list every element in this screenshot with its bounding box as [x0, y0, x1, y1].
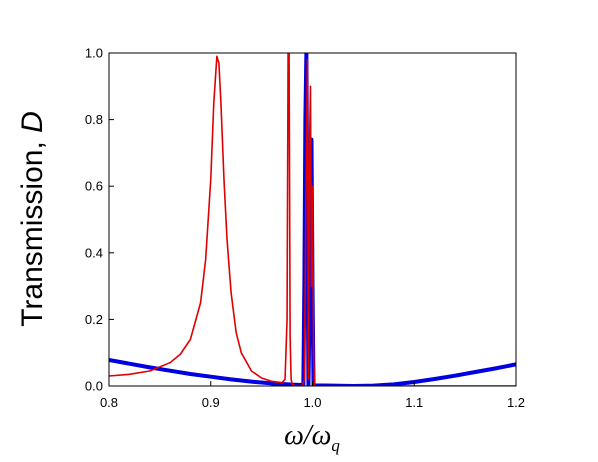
y-tick-label: 0.6: [85, 179, 103, 194]
series-layer: [109, 53, 516, 386]
series-line-1: [109, 53, 516, 386]
x-axis-label: ω/ωq: [284, 420, 340, 455]
y-tick-label: 0.8: [85, 112, 103, 127]
y-axis-label: Transmission, D: [16, 111, 49, 327]
y-tick-label: 0.0: [85, 379, 103, 394]
y-axis-ticks: 0.0 0.2 0.4 0.6 0.8 1.0: [85, 46, 114, 394]
series-line-2: [109, 53, 516, 386]
x-tick-label: 1.1: [405, 395, 423, 410]
y-tick-label: 0.4: [85, 245, 103, 260]
x-tick-label: 0.9: [202, 395, 220, 410]
x-axis-ticks: 0.8 0.9 1.0 1.1 1.2: [100, 381, 525, 410]
x-tick-label: 1.0: [303, 395, 321, 410]
y-tick-label: 1.0: [85, 46, 103, 61]
y-tick-label: 0.2: [85, 312, 103, 327]
x-tick-label: 0.8: [100, 395, 118, 410]
x-tick-label: 1.2: [507, 395, 525, 410]
